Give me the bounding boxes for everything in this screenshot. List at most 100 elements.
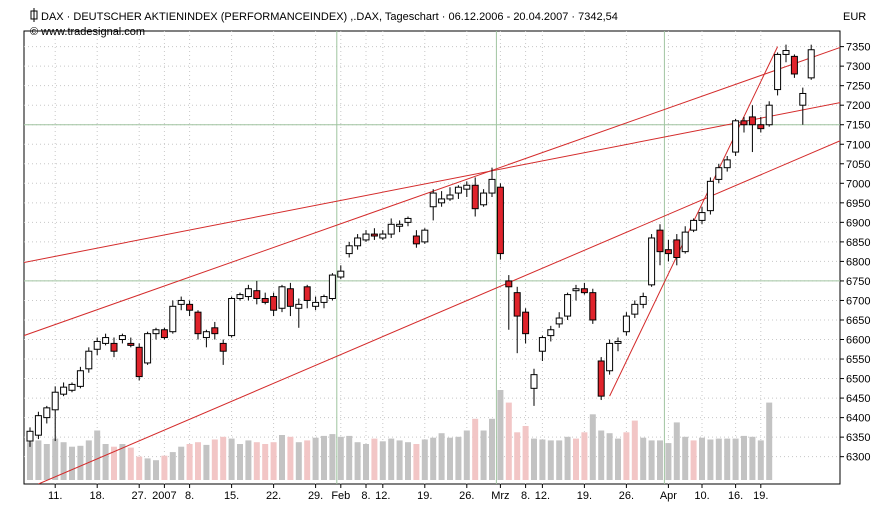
candle xyxy=(43,405,51,424)
candle-body xyxy=(93,340,101,350)
candle xyxy=(328,273,336,301)
y-tick-label: 7000 xyxy=(846,178,870,190)
candle xyxy=(396,220,404,233)
volume-bar xyxy=(640,437,647,480)
volume-bar xyxy=(27,442,33,480)
candle-body xyxy=(421,229,429,243)
volume-bar xyxy=(77,445,84,480)
candle-body xyxy=(757,124,765,130)
volume-bar xyxy=(514,432,521,480)
y-tick-label: 6650 xyxy=(846,315,870,327)
x-tick-label: 19. xyxy=(577,490,592,502)
candle xyxy=(303,284,311,309)
volume-bar xyxy=(505,402,512,480)
candle-body xyxy=(454,186,462,194)
candle xyxy=(320,294,328,309)
candle xyxy=(488,167,496,197)
candle-body xyxy=(807,49,815,79)
candle-body xyxy=(681,231,689,253)
volume-bar xyxy=(153,460,159,480)
x-tick-label: 16. xyxy=(728,490,743,502)
candle-body xyxy=(102,337,110,344)
volume-bar xyxy=(413,444,420,480)
candle xyxy=(186,300,194,317)
candle xyxy=(480,189,488,207)
volume-bar xyxy=(405,442,411,480)
candle xyxy=(438,191,446,207)
candle-body xyxy=(270,296,278,311)
grid xyxy=(24,31,840,484)
currency-label: EUR xyxy=(843,11,866,23)
volume-bar xyxy=(43,444,50,480)
candlesticks xyxy=(26,44,815,447)
candle-body xyxy=(303,286,311,301)
candle-body xyxy=(312,301,320,307)
candle xyxy=(757,116,765,133)
candle-body xyxy=(580,288,588,294)
candle xyxy=(631,300,639,319)
y-tick-label: 6950 xyxy=(846,198,870,210)
candle xyxy=(429,189,437,221)
candle xyxy=(362,230,370,242)
candle-body xyxy=(26,430,34,442)
volume-bar xyxy=(615,438,621,480)
volume-bar xyxy=(102,444,109,480)
volume-bar xyxy=(245,440,252,480)
candle xyxy=(85,347,93,373)
candle xyxy=(345,241,353,258)
volume-bar xyxy=(262,444,269,480)
volume-bar xyxy=(186,444,193,480)
candle xyxy=(555,312,563,328)
volume-bar xyxy=(715,438,722,480)
candle-body xyxy=(631,303,639,315)
candle-body xyxy=(160,329,168,339)
candle-body xyxy=(396,223,404,227)
volume-bar xyxy=(169,452,176,480)
candle-body xyxy=(202,331,210,339)
candle xyxy=(732,118,740,156)
y-tick-label: 7150 xyxy=(846,120,870,132)
x-tick-label: 15. xyxy=(224,490,239,502)
volume-bar xyxy=(119,444,126,480)
y-tick-label: 6850 xyxy=(846,237,870,249)
x-tick-label: 8. xyxy=(185,490,194,502)
volume-bar xyxy=(665,443,672,480)
candle xyxy=(412,230,420,248)
candle-body xyxy=(740,120,748,126)
volume-bar xyxy=(85,440,92,480)
volume-bar xyxy=(287,436,294,480)
candle xyxy=(463,181,471,197)
volume-bar xyxy=(539,439,546,480)
y-tick-label: 7100 xyxy=(846,139,870,151)
candle-body xyxy=(68,383,76,391)
candle xyxy=(715,163,723,184)
volume-bar xyxy=(220,436,227,480)
x-tick-label: 10. xyxy=(694,490,709,502)
x-tick-label: 26. xyxy=(619,490,634,502)
candle xyxy=(228,296,236,338)
y-tick-label: 7300 xyxy=(846,61,870,73)
candle xyxy=(471,177,479,217)
candle-body xyxy=(362,233,370,241)
volume-bar xyxy=(35,440,42,480)
volume-bar xyxy=(480,430,487,480)
candle-body xyxy=(732,120,740,153)
candle xyxy=(68,382,76,393)
candle-body xyxy=(673,239,681,259)
candle-body xyxy=(286,288,294,307)
volume-bar xyxy=(211,439,218,480)
candle-body xyxy=(412,235,420,245)
x-tick-label: 18. xyxy=(90,490,105,502)
candle-body xyxy=(799,92,807,106)
candle xyxy=(286,282,294,317)
candle-body xyxy=(706,180,714,212)
x-tick-label: Feb xyxy=(331,490,350,502)
candle-body xyxy=(169,305,177,333)
candle xyxy=(202,329,210,348)
candle-body xyxy=(723,159,731,169)
candle-body xyxy=(572,288,580,292)
y-tick-label: 7350 xyxy=(846,42,870,54)
x-tick-label: Mrz xyxy=(491,490,509,502)
volume-bar xyxy=(396,440,403,480)
candle xyxy=(681,226,689,254)
